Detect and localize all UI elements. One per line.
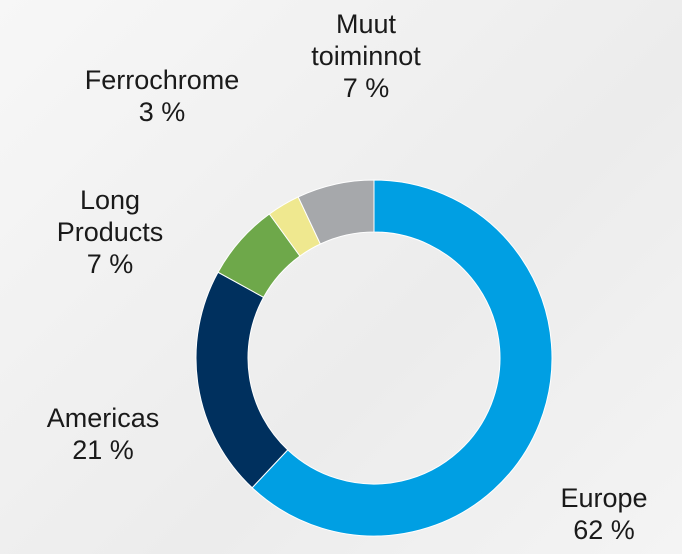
donut-slice	[195, 271, 289, 489]
value-label: 7 %	[86, 249, 134, 279]
slice-label: Long Products 7 %	[30, 184, 190, 280]
slice-label: Americas 21 %	[13, 402, 193, 466]
category-label: Muut toiminnot	[311, 9, 421, 71]
category-label: Ferrochrome	[84, 65, 240, 95]
category-label: Americas	[46, 403, 160, 433]
value-label: 21 %	[72, 435, 134, 465]
slice-label: Europe 62 %	[534, 482, 674, 546]
value-label: 3 %	[138, 97, 186, 127]
slice-label: Muut toiminnot 7 %	[291, 8, 441, 104]
slice-label: Ferrochrome 3 %	[47, 64, 277, 128]
category-label: Europe	[560, 483, 648, 513]
donut-slice	[251, 179, 553, 537]
category-label: Long Products	[56, 185, 164, 247]
donut-slice	[297, 179, 375, 245]
value-label: 62 %	[573, 515, 635, 545]
value-label: 7 %	[342, 73, 390, 103]
